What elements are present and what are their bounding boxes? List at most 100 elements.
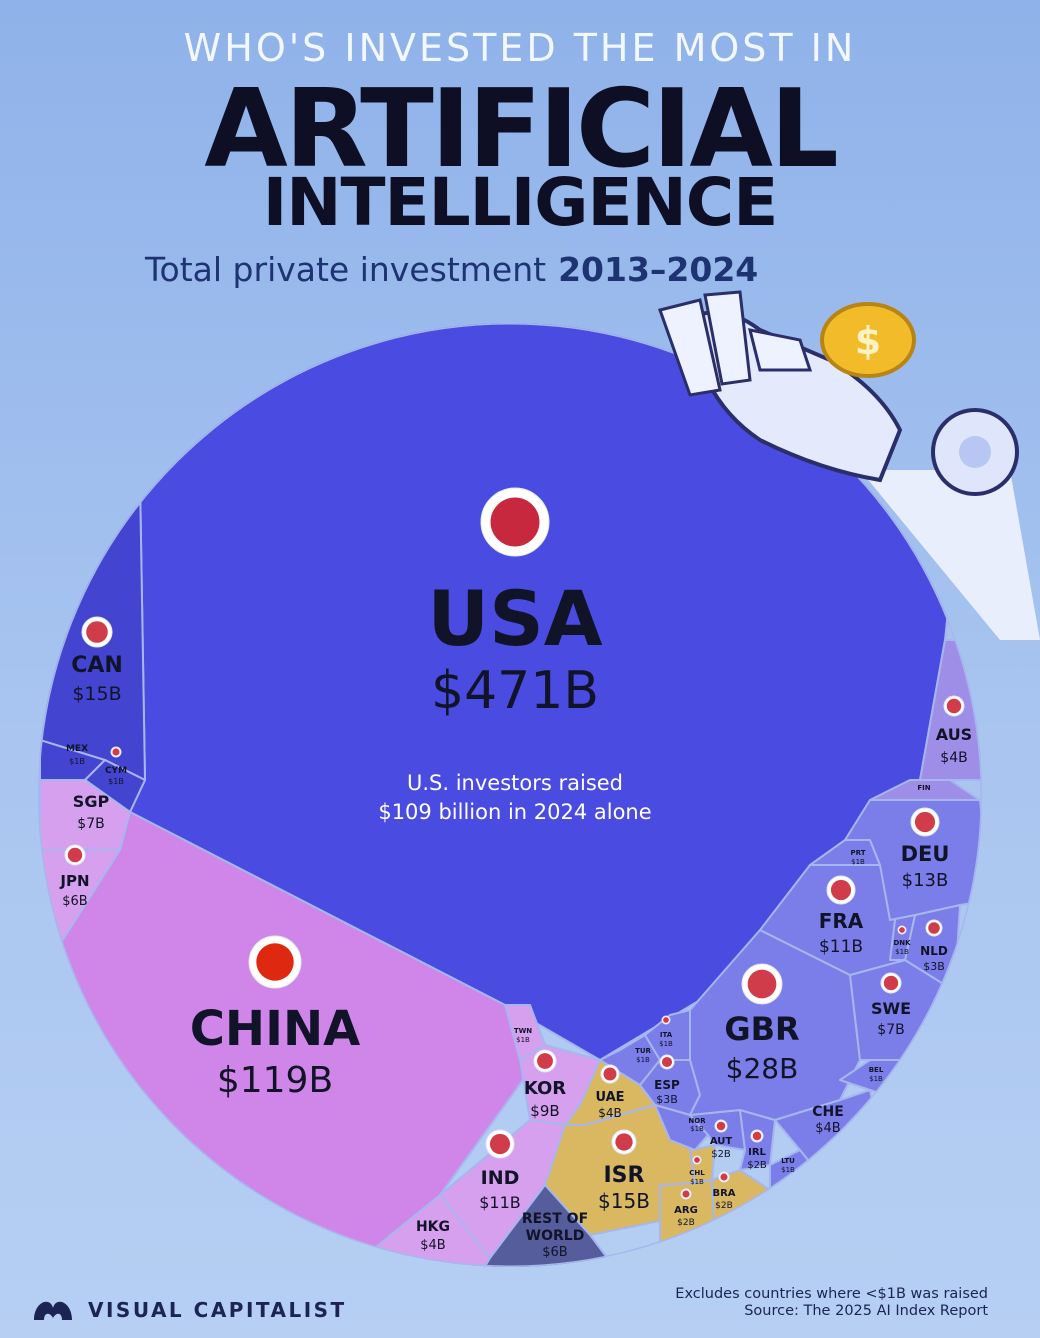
value-sgp: $7B [77, 816, 104, 832]
flag-esp-emblem [661, 1056, 673, 1068]
value-ind: $11B [479, 1193, 521, 1212]
value-prt: $1B [851, 858, 865, 866]
value-china: $119B [217, 1060, 333, 1101]
label-cym: CYM [105, 766, 127, 776]
label-bel: BEL [869, 1066, 884, 1074]
flag-deu-emblem [914, 811, 936, 833]
flag-fra-emblem [830, 879, 852, 901]
value-ltu: $1B [781, 1166, 795, 1174]
value-can: $15B [72, 683, 121, 705]
robot-finger [703, 290, 752, 386]
label-ind: IND [481, 1167, 520, 1189]
usa-note-line1: U.S. investors raised [407, 771, 623, 795]
value-ita: $1B [659, 1040, 673, 1048]
label-mex: MEX [66, 744, 88, 754]
value-bra: $2B [715, 1201, 733, 1211]
label-aut: AUT [710, 1136, 733, 1147]
label-china: CHINA [190, 1001, 361, 1057]
value-nor: $1B [690, 1125, 704, 1133]
brand: VISUAL CAPITALIST [30, 1294, 347, 1326]
label-rest-of-world-line1: REST OF [522, 1211, 588, 1227]
label-ltu: LTU [781, 1157, 795, 1165]
label-prt: PRT [851, 849, 866, 857]
value-gbr: $28B [726, 1052, 799, 1085]
value-cym: $1B [108, 777, 124, 786]
flag-ind-emblem [489, 1133, 511, 1155]
gold-coin-icon [820, 302, 916, 378]
flag-irl-emblem [752, 1131, 762, 1141]
value-irl: $2B [747, 1160, 767, 1171]
exclusion-note: Excludes countries where <$1B was raised [675, 1286, 988, 1302]
label-usa: USA [427, 574, 602, 663]
cell-nor [654, 1104, 709, 1151]
label-che: CHE [812, 1104, 844, 1120]
label-uae: UAE [595, 1090, 624, 1105]
value-swe: $7B [877, 1022, 904, 1038]
label-hkg: HKG [416, 1219, 450, 1235]
flag-uae-emblem [603, 1067, 617, 1081]
robot-hand-illustration: $ [658, 290, 1040, 640]
value-twn: $1B [516, 1036, 530, 1044]
label-aus: AUS [936, 725, 972, 744]
label-rest-of-world-line2: WORLD [526, 1228, 585, 1244]
label-irl: IRL [748, 1147, 766, 1158]
label-nld: NLD [920, 944, 948, 958]
usa-note-line2: $109 billion in 2024 alone [378, 800, 651, 824]
flag-bra-emblem [720, 1173, 728, 1181]
value-isr: $15B [598, 1189, 650, 1213]
value-bel: $1B [869, 1075, 883, 1083]
flag-arg-emblem [682, 1190, 690, 1198]
label-dnk: DNK [893, 939, 911, 947]
label-kor: KOR [524, 1078, 566, 1099]
eyebrow-title: WHO'S INVESTED THE MOST IN [183, 26, 857, 70]
main-title-line2: INTELLIGENCE [262, 164, 779, 241]
value-arg: $2B [677, 1218, 695, 1228]
value-tur: $1B [636, 1056, 650, 1064]
flag-nld-emblem [928, 922, 940, 934]
value-mex: $1B [69, 757, 85, 766]
cell-rest-of-world [479, 1184, 621, 1267]
robot-joint-center [959, 436, 991, 468]
value-rest-of-world: $6B [542, 1245, 567, 1260]
flag-kor-emblem [537, 1053, 553, 1069]
label-esp: ESP [654, 1078, 680, 1092]
flag-isr-emblem [615, 1133, 633, 1151]
value-fra: $11B [819, 937, 863, 957]
value-deu: $13B [902, 870, 949, 891]
value-usa: $471B [431, 661, 599, 721]
flag-cym-emblem [112, 748, 120, 756]
subtitle: Total private investment 2013–2024 [145, 250, 758, 289]
main-title-line1: ARTIFICIAL [204, 67, 839, 192]
label-sgp: SGP [73, 792, 110, 811]
footer-note: Excludes countries where <$1B was raised… [675, 1286, 988, 1320]
flag-aut-emblem [716, 1121, 726, 1131]
label-swe: SWE [871, 999, 911, 1018]
flag-can-emblem [86, 621, 108, 643]
flag-usa-emblem [490, 497, 540, 547]
robot-finger [747, 328, 813, 372]
source-note: Source: The 2025 AI Index Report [744, 1303, 988, 1319]
flag-aus-emblem [946, 698, 962, 714]
label-chl: CHL [689, 1169, 705, 1177]
value-hkg: $4B [420, 1238, 445, 1253]
label-arg: ARG [674, 1205, 698, 1216]
value-aut: $2B [711, 1149, 731, 1160]
label-can: CAN [71, 653, 123, 678]
value-uae: $4B [598, 1106, 622, 1120]
flag-gbr-emblem [747, 969, 777, 999]
flag-china-emblem [256, 943, 294, 981]
value-esp: $3B [656, 1093, 678, 1106]
label-nor: NOR [688, 1117, 706, 1125]
label-isr: ISR [604, 1163, 645, 1188]
robot-finger [658, 298, 722, 397]
flag-dnk-emblem [899, 927, 905, 933]
brand-name: VISUAL CAPITALIST [88, 1298, 347, 1322]
coin-dollar-sign: $ [855, 319, 881, 363]
subtitle-text: Total private investment [145, 250, 547, 289]
chart-labels: USA$471BCHINA$119BGBR$28BCAN$15BISR$15BD… [59, 487, 972, 1260]
label-jpn: JPN [59, 872, 89, 890]
flag-swe-emblem [883, 975, 899, 991]
robot-arm [860, 470, 1040, 640]
label-gbr: GBR [724, 1010, 799, 1048]
